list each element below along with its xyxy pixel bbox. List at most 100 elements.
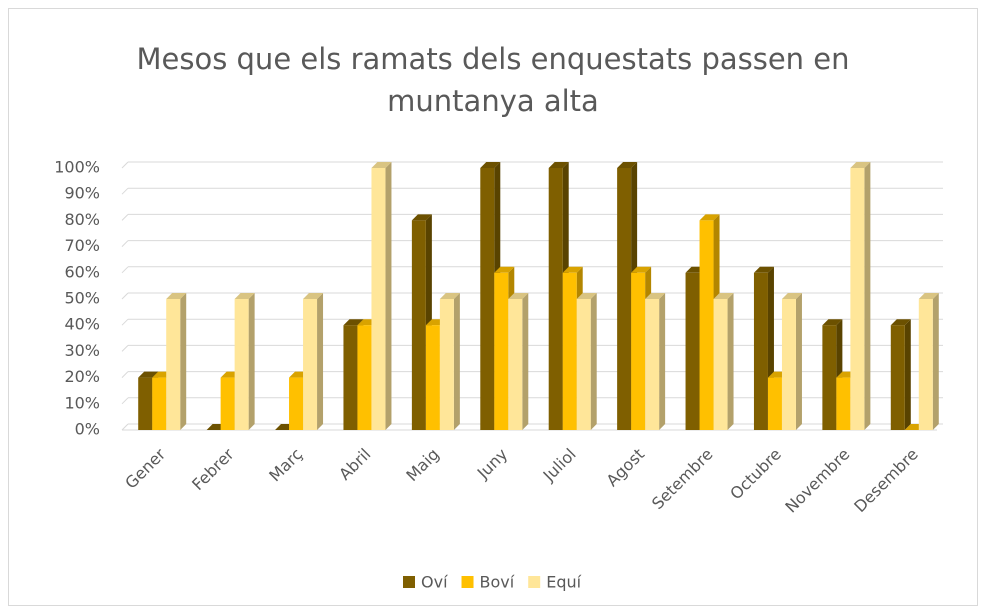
y-tick-label: 60% — [64, 262, 100, 281]
bar — [343, 325, 358, 430]
y-tick-label: 30% — [64, 341, 100, 360]
bar — [890, 325, 905, 430]
bar-top — [343, 319, 364, 326]
y-tick-label: 90% — [64, 184, 100, 203]
bar — [645, 299, 660, 430]
grid-depth — [121, 214, 129, 221]
legend-swatch — [403, 576, 415, 588]
y-tick-label: 70% — [64, 236, 100, 255]
bar-top — [508, 293, 529, 299]
bar-side — [180, 293, 187, 430]
bar — [138, 377, 153, 430]
bar-side — [932, 293, 939, 430]
bar — [166, 299, 181, 430]
bar — [357, 325, 372, 430]
bar-top — [850, 162, 871, 168]
grid-depth — [121, 423, 129, 431]
y-tick-label: 10% — [64, 393, 100, 412]
legend-swatch — [528, 576, 541, 588]
grid-depth — [121, 266, 129, 274]
bar-top — [822, 319, 843, 326]
bar — [836, 377, 851, 430]
bar-top — [439, 293, 460, 299]
y-tick-label: 100% — [54, 158, 100, 177]
bar — [371, 168, 386, 430]
bar-top — [753, 266, 774, 273]
grid-depth — [121, 345, 129, 352]
bar-top — [138, 371, 159, 378]
bar — [152, 377, 167, 430]
bar — [234, 299, 249, 430]
bar-top — [890, 319, 911, 326]
bar — [220, 377, 235, 430]
bar-top — [576, 293, 597, 299]
bar-side — [864, 162, 871, 430]
bar-side — [453, 293, 460, 430]
grid-depth — [121, 397, 129, 405]
bar — [699, 220, 714, 430]
bar — [425, 325, 440, 430]
bar — [753, 272, 768, 430]
chart-title: Mesos que els ramats dels enquestats pas… — [136, 42, 850, 118]
bar-side — [727, 293, 734, 430]
bar-top — [371, 162, 392, 168]
bar — [494, 272, 509, 430]
y-tick-label: 80% — [64, 210, 100, 229]
bar-top — [166, 293, 187, 299]
bar-top — [303, 293, 324, 299]
bar-top — [494, 266, 515, 273]
bar-top — [645, 293, 666, 299]
bar-side — [795, 293, 802, 430]
bar-top — [548, 162, 569, 168]
bar-side — [904, 319, 911, 430]
bar — [508, 299, 523, 430]
legend-label: Equí — [546, 573, 581, 592]
bar — [562, 272, 577, 430]
bar — [576, 299, 591, 430]
bar — [289, 377, 304, 430]
bar-top — [918, 293, 939, 299]
bar-side — [590, 293, 597, 430]
bar-side — [248, 293, 255, 430]
legend-swatch — [461, 576, 474, 588]
grid-depth — [121, 318, 129, 326]
bar-top — [562, 266, 583, 273]
y-tick-label: 40% — [64, 315, 100, 334]
bar — [918, 299, 933, 430]
bar-top — [713, 293, 734, 299]
legend-label: Oví — [421, 573, 448, 592]
bar — [303, 299, 318, 430]
bar-top — [234, 293, 255, 299]
bar-top — [631, 266, 652, 273]
bar — [781, 299, 796, 430]
y-tick-label: 50% — [64, 289, 100, 308]
bar — [411, 220, 426, 430]
y-tick-label: 20% — [64, 367, 100, 386]
bar-top — [699, 214, 720, 221]
bar-side — [522, 293, 529, 430]
bar-top — [411, 214, 432, 221]
grid-depth — [121, 240, 129, 247]
y-tick-label: 0% — [75, 420, 100, 439]
bar-top — [480, 162, 501, 168]
bar — [480, 168, 495, 430]
bar — [617, 168, 632, 430]
bar — [631, 272, 646, 430]
bar — [713, 299, 728, 430]
grid-depth — [121, 292, 129, 300]
grid-depth — [121, 161, 129, 169]
legend-label: Boví — [480, 573, 515, 592]
bar — [822, 325, 837, 430]
bar-side — [317, 293, 324, 430]
bar — [439, 299, 454, 430]
bar — [548, 168, 563, 430]
grid-depth — [121, 371, 129, 378]
grid-depth — [121, 187, 129, 195]
bar — [685, 272, 700, 430]
bar-top — [781, 293, 802, 299]
bar-top — [617, 162, 638, 168]
bar-side — [385, 162, 392, 430]
bar — [850, 168, 865, 430]
